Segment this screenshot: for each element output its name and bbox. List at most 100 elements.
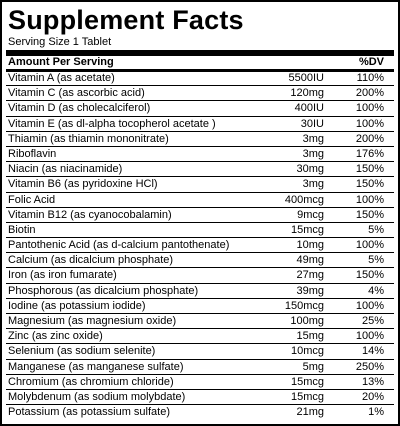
- nutrient-daily-value: 14%: [361, 345, 384, 358]
- nutrient-name: Iron (as iron fumarate): [8, 269, 117, 282]
- nutrient-row: Vitamin B12 (as cyanocobalamin) 9mcg 150%: [6, 208, 394, 223]
- nutrient-name: Vitamin B6 (as pyridoxine HCl): [8, 178, 158, 191]
- nutrient-amount: 9mcg: [297, 208, 324, 221]
- nutrient-daily-value: 20%: [361, 390, 384, 403]
- nutrient-amount: 30IU: [300, 117, 324, 130]
- nutrient-name: Vitamin C (as ascorbic acid): [8, 87, 145, 100]
- nutrient-name: Iodine (as potassium iodide): [8, 299, 146, 312]
- nutrient-amount: 27mg: [296, 269, 324, 282]
- nutrient-name: Niacin (as niacinamide): [8, 163, 123, 176]
- nutrient-daily-value: 5%: [368, 254, 384, 267]
- nutrient-name: Vitamin E (as dl-alpha tocopherol acetat…: [8, 117, 216, 130]
- nutrient-row: Iron (as iron fumarate) 27mg 150%: [6, 268, 394, 284]
- nutrient-daily-value: 110%: [356, 72, 384, 84]
- nutrient-row: Calcium (as dicalcium phosphate) 49mg 5%: [6, 253, 394, 269]
- nutrient-row: Vitamin C (as ascorbic acid) 120mg 200%: [6, 86, 394, 102]
- nutrient-amount: 10mcg: [290, 345, 324, 358]
- header-daily-value: %DV: [358, 56, 384, 68]
- nutrient-row: Potassium (as potassium sulfate) 21mg 1%: [6, 405, 394, 420]
- nutrient-name: Magnesium (as magnesium oxide): [8, 315, 177, 327]
- nutrient-daily-value: 100%: [355, 193, 384, 206]
- nutrient-rows: Vitamin A (as acetate) 5500IU 110% Vitamin …: [6, 71, 394, 420]
- nutrient-row: Selenium (as sodium selenite) 10mcg 14%: [6, 344, 394, 360]
- nutrient-daily-value: 200%: [355, 132, 384, 145]
- nutrient-name: Folic Acid: [8, 193, 56, 206]
- nutrient-daily-value: 1%: [368, 406, 384, 419]
- nutrient-amount: 400mcg: [284, 193, 324, 206]
- nutrient-amount: 3mg: [302, 147, 324, 160]
- nutrient-daily-value: 100%: [355, 102, 384, 115]
- nutrient-daily-value: 100%: [355, 299, 384, 312]
- nutrient-name: Biotin: [8, 223, 36, 236]
- nutrient-amount: 150mcg: [284, 299, 324, 312]
- nutrient-row: Thiamin (as thiamin mononitrate) 3mg 200%: [6, 132, 394, 147]
- nutrient-name: Manganese (as manganese sulfate): [8, 360, 184, 373]
- nutrient-name: Selenium (as sodium selenite): [8, 345, 156, 358]
- nutrient-amount: 15mcg: [290, 375, 324, 388]
- nutrient-amount: 15mg: [296, 330, 324, 343]
- serving-size: Serving Size 1 Tablet: [8, 36, 112, 48]
- nutrient-amount: 3mg: [302, 132, 324, 145]
- nutrient-amount: 10mg: [296, 239, 324, 252]
- nutrient-row: Riboflavin 3mg 176%: [6, 147, 394, 163]
- nutrient-name: Vitamin B12 (as cyanocobalamin): [8, 208, 172, 221]
- nutrient-amount: 5500IU: [288, 72, 324, 84]
- nutrient-daily-value: 150%: [355, 208, 384, 221]
- nutrient-row: Vitamin B6 (as pyridoxine HCl) 3mg 150%: [6, 177, 394, 193]
- nutrient-amount: 3mg: [302, 178, 324, 191]
- nutrient-name: Chromium (as chromium chloride): [8, 375, 174, 388]
- nutrient-row: Vitamin D (as cholecalciferol) 400IU 100%: [6, 101, 394, 117]
- nutrient-name: Vitamin D (as cholecalciferol): [8, 102, 151, 115]
- nutrient-name: Vitamin A (as acetate): [8, 72, 115, 84]
- nutrient-daily-value: 4%: [368, 284, 384, 297]
- nutrient-name: Thiamin (as thiamin mononitrate): [8, 132, 169, 145]
- nutrient-daily-value: 250%: [355, 360, 384, 373]
- nutrient-daily-value: 150%: [355, 163, 384, 176]
- nutrient-amount: 21mg: [296, 406, 324, 419]
- nutrient-row: Manganese (as manganese sulfate) 5mg 250%: [6, 360, 394, 375]
- nutrient-row: Pantothenic Acid (as d-calcium pantothen…: [6, 238, 394, 254]
- nutrient-daily-value: 13%: [361, 375, 384, 388]
- nutrient-amount: 39mg: [296, 284, 324, 297]
- nutrient-daily-value: 176%: [355, 147, 384, 160]
- nutrient-daily-value: 100%: [355, 330, 384, 343]
- nutrient-daily-value: 100%: [355, 239, 384, 252]
- nutrient-amount: 15mcg: [290, 390, 324, 403]
- nutrient-name: Calcium (as dicalcium phosphate): [8, 254, 174, 267]
- nutrient-row: Magnesium (as magnesium oxide) 100mg 25%: [6, 314, 394, 330]
- panel-title: Supplement Facts: [8, 5, 244, 35]
- nutrient-row: Molybdenum (as sodium molybdate) 15mcg 20%: [6, 390, 394, 406]
- nutrient-row: Biotin 15mcg 5%: [6, 223, 394, 239]
- nutrient-amount: 100mg: [290, 315, 324, 327]
- nutrient-daily-value: 5%: [368, 223, 384, 236]
- nutrient-amount: 5mg: [302, 360, 324, 373]
- nutrient-name: Pantothenic Acid (as d-calcium pantothen…: [8, 239, 230, 252]
- nutrient-daily-value: 100%: [355, 117, 384, 130]
- nutrient-amount: 30mg: [296, 163, 324, 176]
- nutrient-name: Phosphorous (as dicalcium phosphate): [8, 284, 199, 297]
- nutrient-row: Niacin (as niacinamide) 30mg 150%: [6, 162, 394, 178]
- nutrient-daily-value: 150%: [355, 178, 384, 191]
- nutrient-amount: 120mg: [290, 87, 324, 100]
- nutrient-row: Vitamin E (as dl-alpha tocopherol acetat…: [6, 117, 394, 132]
- nutrient-row: Folic Acid 400mcg 100%: [6, 193, 394, 208]
- nutrient-amount: 400IU: [294, 102, 324, 115]
- nutrient-daily-value: 25%: [361, 315, 384, 327]
- thick-divider: [6, 50, 394, 56]
- nutrient-name: Riboflavin: [8, 147, 57, 160]
- table-header: Amount Per Serving %DV: [6, 56, 394, 72]
- nutrient-row: Iodine (as potassium iodide) 150mcg 100%: [6, 299, 394, 314]
- nutrient-name: Zinc (as zinc oxide): [8, 330, 103, 343]
- nutrient-name: Potassium (as potassium sulfate): [8, 406, 171, 419]
- nutrient-row: Zinc (as zinc oxide) 15mg 100%: [6, 329, 394, 345]
- nutrient-row: Vitamin A (as acetate) 5500IU 110%: [6, 71, 394, 87]
- nutrient-amount: 49mg: [296, 254, 324, 267]
- header-amount-per-serving: Amount Per Serving: [8, 56, 114, 68]
- nutrient-daily-value: 150%: [355, 269, 384, 282]
- nutrient-daily-value: 200%: [355, 87, 384, 100]
- nutrient-row: Chromium (as chromium chloride) 15mcg 13%: [6, 375, 394, 390]
- nutrient-name: Molybdenum (as sodium molybdate): [8, 390, 186, 403]
- nutrient-amount: 15mcg: [290, 223, 324, 236]
- nutrient-row: Phosphorous (as dicalcium phosphate) 39mg…: [6, 284, 394, 299]
